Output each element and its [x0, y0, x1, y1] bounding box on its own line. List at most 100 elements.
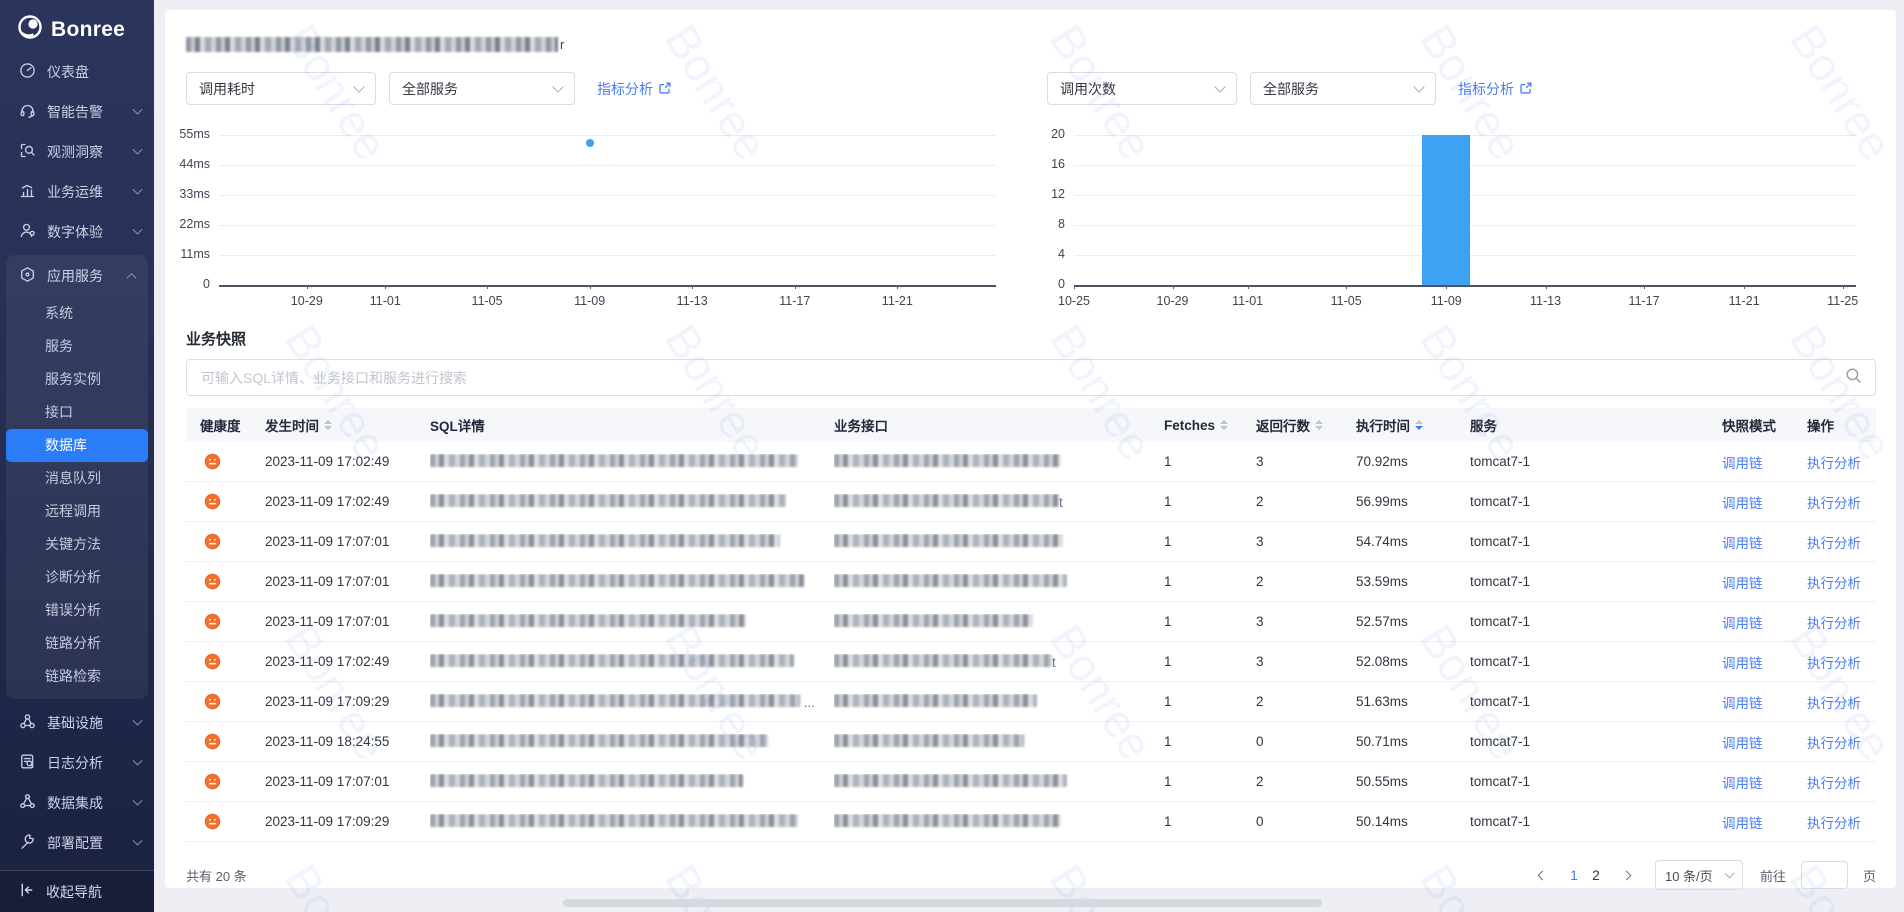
collapse-nav-button[interactable]: 收起导航 — [0, 870, 154, 912]
snapshot-search-box — [186, 359, 1876, 396]
cell-time: 2023-11-09 18:24:55 — [265, 734, 390, 749]
hexagon-icon — [19, 266, 36, 286]
sidebar-item-remote-call[interactable]: 远程调用 — [45, 503, 101, 519]
prev-page-button[interactable] — [1532, 863, 1554, 887]
horizontal-scrollbar[interactable] — [563, 899, 1322, 907]
sidebar: Bonree 仪表盘 智能告警 观测洞察 业务运维 数字体验 应用服务 系统 服务 服务实例 接口… — [0, 0, 154, 912]
chevron-down-icon — [132, 184, 143, 195]
call-chain-link[interactable]: 调用链 — [1722, 655, 1763, 671]
call-chain-link[interactable]: 调用链 — [1722, 575, 1763, 591]
sidebar-item-message-queue[interactable]: 消息队列 — [45, 470, 101, 486]
left-service-select[interactable]: 全部服务 — [389, 72, 575, 105]
sort-icons[interactable] — [1415, 420, 1423, 430]
sort-icons[interactable] — [1315, 420, 1323, 430]
call-chain-link[interactable]: 调用链 — [1722, 815, 1763, 831]
column-header-rows[interactable]: 返回行数 — [1256, 415, 1356, 435]
external-link-icon — [1520, 82, 1532, 94]
page-size-select[interactable]: 10 条/页 — [1654, 860, 1743, 890]
execution-analysis-link[interactable]: 执行分析 — [1807, 695, 1861, 711]
execution-analysis-link[interactable]: 执行分析 — [1807, 455, 1861, 471]
table-row: 2023-11-09 17:02:49 t 1 2 56.99ms tomcat7-1 调… — [186, 482, 1876, 522]
sidebar-item-smart-alert[interactable]: 智能告警 — [0, 92, 154, 132]
sidebar-item-system[interactable]: 系统 — [45, 305, 73, 321]
right-metric-analysis-link[interactable]: 指标分析 — [1458, 79, 1532, 99]
cell-rows: 2 — [1256, 694, 1264, 709]
sidebar-item-error-analysis[interactable]: 错误分析 — [45, 602, 101, 618]
sort-icons[interactable] — [1220, 420, 1229, 430]
cell-service: tomcat7-1 — [1470, 454, 1531, 469]
sidebar-item-interface[interactable]: 接口 — [45, 404, 73, 420]
call-chain-link[interactable]: 调用链 — [1722, 735, 1763, 751]
next-page-button[interactable] — [1616, 863, 1638, 887]
sidebar-item-diagnosis-analysis[interactable]: 诊断分析 — [45, 569, 101, 585]
execution-analysis-link[interactable]: 执行分析 — [1807, 815, 1861, 831]
x-tick-mark — [1744, 285, 1746, 289]
redacted-api-text — [834, 693, 1037, 707]
right-service-select[interactable]: 全部服务 — [1250, 72, 1436, 105]
execution-analysis-link[interactable]: 执行分析 — [1807, 775, 1861, 791]
sidebar-item-business-ops[interactable]: 业务运维 — [0, 172, 154, 212]
user-icon — [19, 222, 36, 242]
chevron-right-icon — [1622, 870, 1632, 880]
cell-time: 2023-11-09 17:09:29 — [265, 814, 390, 829]
call-chain-link[interactable]: 调用链 — [1722, 495, 1763, 511]
execution-analysis-link[interactable]: 执行分析 — [1807, 655, 1861, 671]
x-tick-label: 10-25 — [1058, 294, 1090, 308]
search-input[interactable] — [187, 369, 1845, 386]
call-chain-link[interactable]: 调用链 — [1722, 775, 1763, 791]
execution-analysis-link[interactable]: 执行分析 — [1807, 615, 1861, 631]
left-metric-select[interactable]: 调用耗时 — [186, 72, 376, 105]
cell-exec: 54.74ms — [1356, 534, 1408, 549]
cell-service: tomcat7-1 — [1470, 494, 1531, 509]
sort-desc-icon — [324, 426, 332, 430]
table-row: 2023-11-09 17:07:01 1 3 52.57ms tomcat7-1 调用… — [186, 602, 1876, 642]
column-header-time[interactable]: 发生时间 — [265, 415, 430, 435]
sidebar-item-service[interactable]: 服务 — [45, 338, 73, 354]
cell-rows: 3 — [1256, 534, 1264, 549]
table-row: 2023-11-09 17:09:29 ... 1 2 51.63ms tomcat7-… — [186, 682, 1876, 722]
search-icon[interactable] — [1845, 367, 1862, 389]
execution-analysis-link[interactable]: 执行分析 — [1807, 575, 1861, 591]
right-metric-select[interactable]: 调用次数 — [1047, 72, 1237, 105]
sidebar-item-key-method[interactable]: 关键方法 — [45, 536, 101, 552]
column-header-fetches[interactable]: Fetches — [1164, 418, 1256, 433]
sidebar-item-deploy-config[interactable]: 部署配置 — [0, 823, 154, 863]
sidebar-item-trace-search[interactable]: 链路检索 — [45, 668, 101, 684]
table-row: 2023-11-09 17:02:49 t 1 3 52.08ms tomcat7-1 调… — [186, 642, 1876, 682]
sort-icons[interactable] — [324, 420, 332, 430]
call-chain-link[interactable]: 调用链 — [1722, 535, 1763, 551]
table-row: 2023-11-09 17:07:01 1 2 53.59ms tomcat7-1 调用… — [186, 562, 1876, 602]
goto-label: 前往 — [1759, 868, 1786, 884]
execution-analysis-link[interactable]: 执行分析 — [1807, 535, 1861, 551]
health-warning-icon — [204, 773, 221, 790]
data-point[interactable] — [585, 139, 594, 148]
sidebar-item-digital-experience[interactable]: 数字体验 — [0, 212, 154, 252]
column-header-api: 业务接口 — [834, 419, 888, 434]
left-metric-analysis-link[interactable]: 指标分析 — [597, 79, 671, 99]
execution-analysis-link[interactable]: 执行分析 — [1807, 735, 1861, 751]
sidebar-item-service-instance[interactable]: 服务实例 — [45, 371, 101, 387]
column-header-exec[interactable]: 执行时间 — [1356, 415, 1470, 435]
sidebar-item-data-integration[interactable]: 数据集成 — [0, 783, 154, 823]
sidebar-item-trace-analysis[interactable]: 链路分析 — [45, 635, 101, 651]
sidebar-item-observe-insight[interactable]: 观测洞察 — [0, 132, 154, 172]
page-number-2[interactable]: 2 — [1592, 867, 1600, 883]
sidebar-item-infrastructure[interactable]: 基础设施 — [0, 703, 154, 743]
cell-rows: 3 — [1256, 654, 1264, 669]
sidebar-item-database[interactable]: 数据库 — [6, 429, 148, 462]
x-tick-mark — [1346, 285, 1348, 289]
redacted-api-text — [834, 733, 1024, 747]
call-chain-link[interactable]: 调用链 — [1722, 455, 1763, 471]
health-warning-icon — [204, 453, 221, 470]
redacted-sql-text — [430, 573, 804, 587]
chevron-down-icon — [132, 835, 143, 846]
goto-page-input[interactable] — [1800, 861, 1848, 889]
page-number-1[interactable]: 1 — [1570, 867, 1578, 883]
sidebar-item-log-analysis[interactable]: 日志分析 — [0, 743, 154, 783]
data-bar[interactable] — [1422, 135, 1471, 285]
call-chain-link[interactable]: 调用链 — [1722, 695, 1763, 711]
execution-analysis-link[interactable]: 执行分析 — [1807, 495, 1861, 511]
sidebar-item-app-service[interactable]: 应用服务 — [6, 255, 148, 297]
sidebar-item-dashboard[interactable]: 仪表盘 — [0, 52, 154, 92]
call-chain-link[interactable]: 调用链 — [1722, 615, 1763, 631]
